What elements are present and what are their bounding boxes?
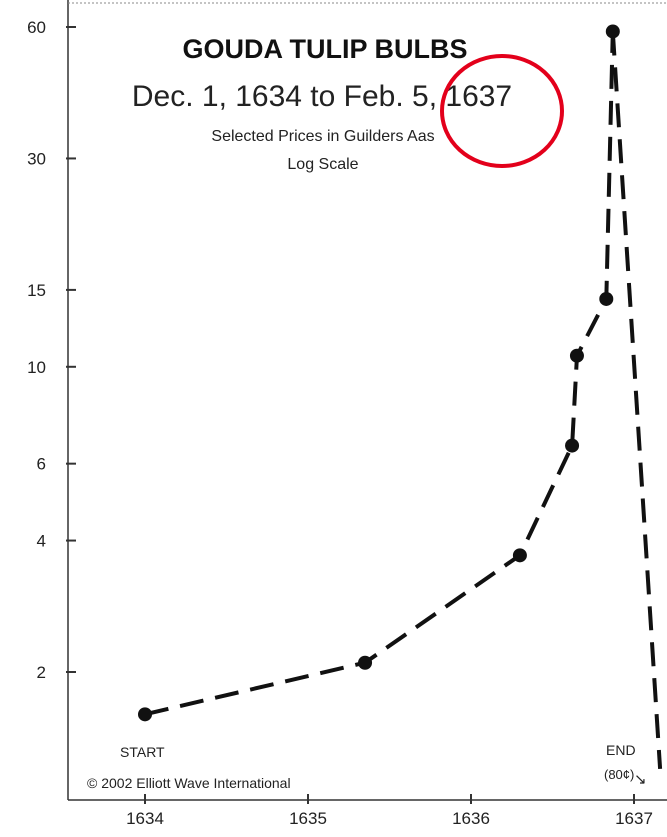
y-tick-label: 15 [27, 281, 46, 300]
data-point [605, 24, 620, 39]
data-point [512, 548, 527, 563]
price-points [138, 24, 620, 722]
end-arrow-icon: ↘ [634, 771, 647, 788]
data-point [358, 655, 373, 670]
end-value-label: (80¢) [604, 767, 634, 782]
start-label: START [120, 744, 165, 760]
x-tick-label: 1637 [615, 809, 653, 828]
copyright-label: © 2002 Elliott Wave International [87, 775, 291, 791]
highlight-circle [440, 54, 564, 168]
y-tick-label: 6 [37, 455, 46, 474]
data-point [138, 707, 152, 722]
y-axis-ticks: 60 30 15 10 6 4 2 [27, 18, 76, 682]
y-tick-label: 4 [37, 532, 46, 551]
data-point [569, 348, 584, 363]
y-tick-label: 2 [37, 663, 46, 682]
data-point [565, 438, 580, 453]
chart-note-line2: Log Scale [287, 156, 358, 173]
y-tick-label: 30 [27, 149, 46, 168]
chart-note-line1: Selected Prices in Guilders Aas [211, 128, 434, 145]
x-tick-label: 1636 [452, 809, 490, 828]
chart-title: GOUDA TULIP BULBS [182, 34, 467, 64]
series-line [610, 31, 663, 770]
chart-subtitle: Dec. 1, 1634 to Feb. 5, 1637 [132, 80, 512, 113]
y-tick-label: 10 [27, 358, 46, 377]
x-tick-label: 1635 [289, 809, 327, 828]
data-point [599, 291, 614, 306]
y-tick-label: 60 [27, 18, 46, 37]
end-label: END [606, 742, 636, 758]
x-tick-label: 1634 [126, 809, 164, 828]
x-axis-ticks: 1634 1635 1636 1637 [126, 794, 653, 828]
